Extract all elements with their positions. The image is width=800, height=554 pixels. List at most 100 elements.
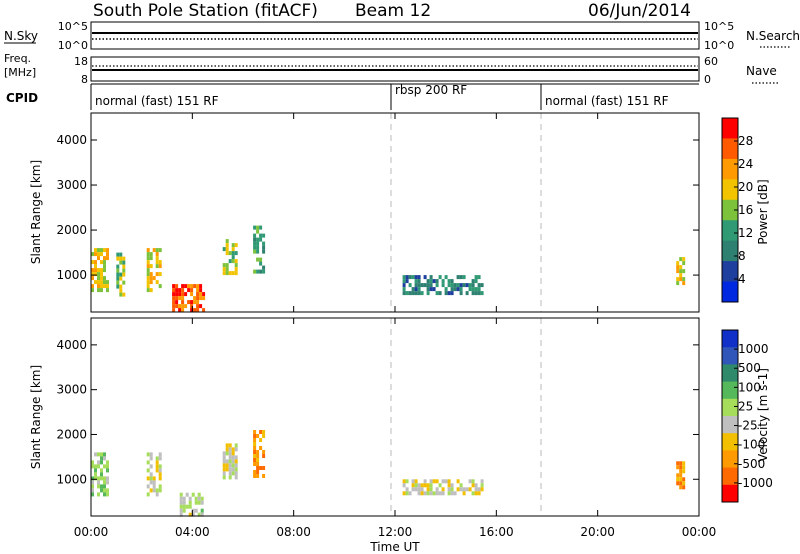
data-cell [679,469,683,474]
data-cell [158,284,162,289]
data-cell [94,464,97,469]
data-cell [480,479,484,484]
data-cell [447,479,451,484]
data-cell [106,476,109,481]
data-cell [149,480,153,485]
data-cell [146,476,150,481]
data-cell [682,269,686,274]
data-cell [262,474,266,478]
colorbar-segment [722,261,738,283]
data-cell [149,464,153,469]
data-cell [100,456,103,461]
data-cell [417,487,421,492]
data-cell [225,271,229,276]
data-cell [100,272,103,277]
data-cell [155,492,159,497]
data-cell [676,281,680,286]
data-cell [187,300,191,305]
x-tick-label: 08:00 [276,525,311,539]
freq-tick-top: 18 [74,55,88,68]
data-cell [97,248,100,253]
data-cell [435,291,439,296]
data-cell [423,283,427,288]
data-cell [414,287,418,292]
velocity-data-layer [91,430,686,517]
data-cell [179,512,183,517]
data-cell [414,279,418,284]
data-cell [199,292,203,297]
data-cell [172,304,176,309]
data-cell [259,233,263,238]
freq-unit-label: [MHz] [4,66,36,79]
data-cell [256,470,260,474]
data-cell [119,260,123,265]
x-tick-label: 12:00 [378,525,413,539]
data-cell [172,292,176,297]
data-cell [193,300,197,305]
data-cell [146,468,150,473]
data-cell [262,265,266,270]
data-cell [193,308,197,313]
data-cell [184,304,188,309]
data-cell [253,249,257,254]
power-y-axis: 1000 2000 3000 4000 [56,133,699,282]
data-cell [679,477,683,482]
data-cell [676,465,680,470]
data-cell [100,484,103,489]
power-ylabel: Slant Range [km] [29,160,43,264]
figure-title: South Pole Station (fitACF) [93,1,318,21]
data-cell [262,454,266,458]
data-cell [149,272,153,277]
data-cell [103,284,106,289]
data-cell [253,454,257,458]
data-cell [122,292,126,297]
data-cell [429,283,433,288]
data-cell [116,252,120,257]
data-cell [158,488,162,493]
data-cell [106,256,109,261]
data-cell [453,287,457,292]
data-cell [97,256,100,261]
velocity-colorbar-label: Velocity [m s-1] [756,368,770,462]
data-cell [158,468,162,473]
data-cell [411,483,415,488]
data-cell [178,292,182,297]
data-cell [91,476,94,481]
data-cell [188,512,192,517]
data-cell [682,257,686,262]
data-cell [256,466,260,470]
data-cell [97,460,100,465]
data-cell [231,255,235,260]
data-cell [225,251,229,256]
data-cell [146,492,150,497]
freq-label: Freq. [4,52,31,65]
data-cell [172,308,176,313]
data-cell [158,452,162,457]
data-cell [259,225,263,230]
data-cell [462,491,466,496]
data-cell [256,474,260,478]
data-cell [441,283,445,288]
colorbar-segment [722,433,738,451]
data-cell [459,287,463,292]
data-cell [234,263,238,268]
colorbar-tick-label: 500 [738,361,761,375]
data-cell [103,480,106,485]
data-cell [100,248,103,253]
data-cell [447,291,451,296]
data-cell [179,508,183,513]
data-cell [471,287,475,292]
data-cell [256,269,260,274]
data-cell [480,487,484,492]
data-cell [477,275,481,280]
data-cell [146,284,150,289]
data-cell [682,481,686,486]
data-cell [228,471,232,476]
data-cell [234,455,238,460]
data-cell [234,267,238,272]
cpid-segment-2: rbsp 200 RF [395,83,467,97]
data-cell [200,508,204,513]
nave-tick-top: 60 [704,55,718,68]
data-cell [432,287,436,292]
colorbar-tick-label: -1000 [738,476,773,490]
